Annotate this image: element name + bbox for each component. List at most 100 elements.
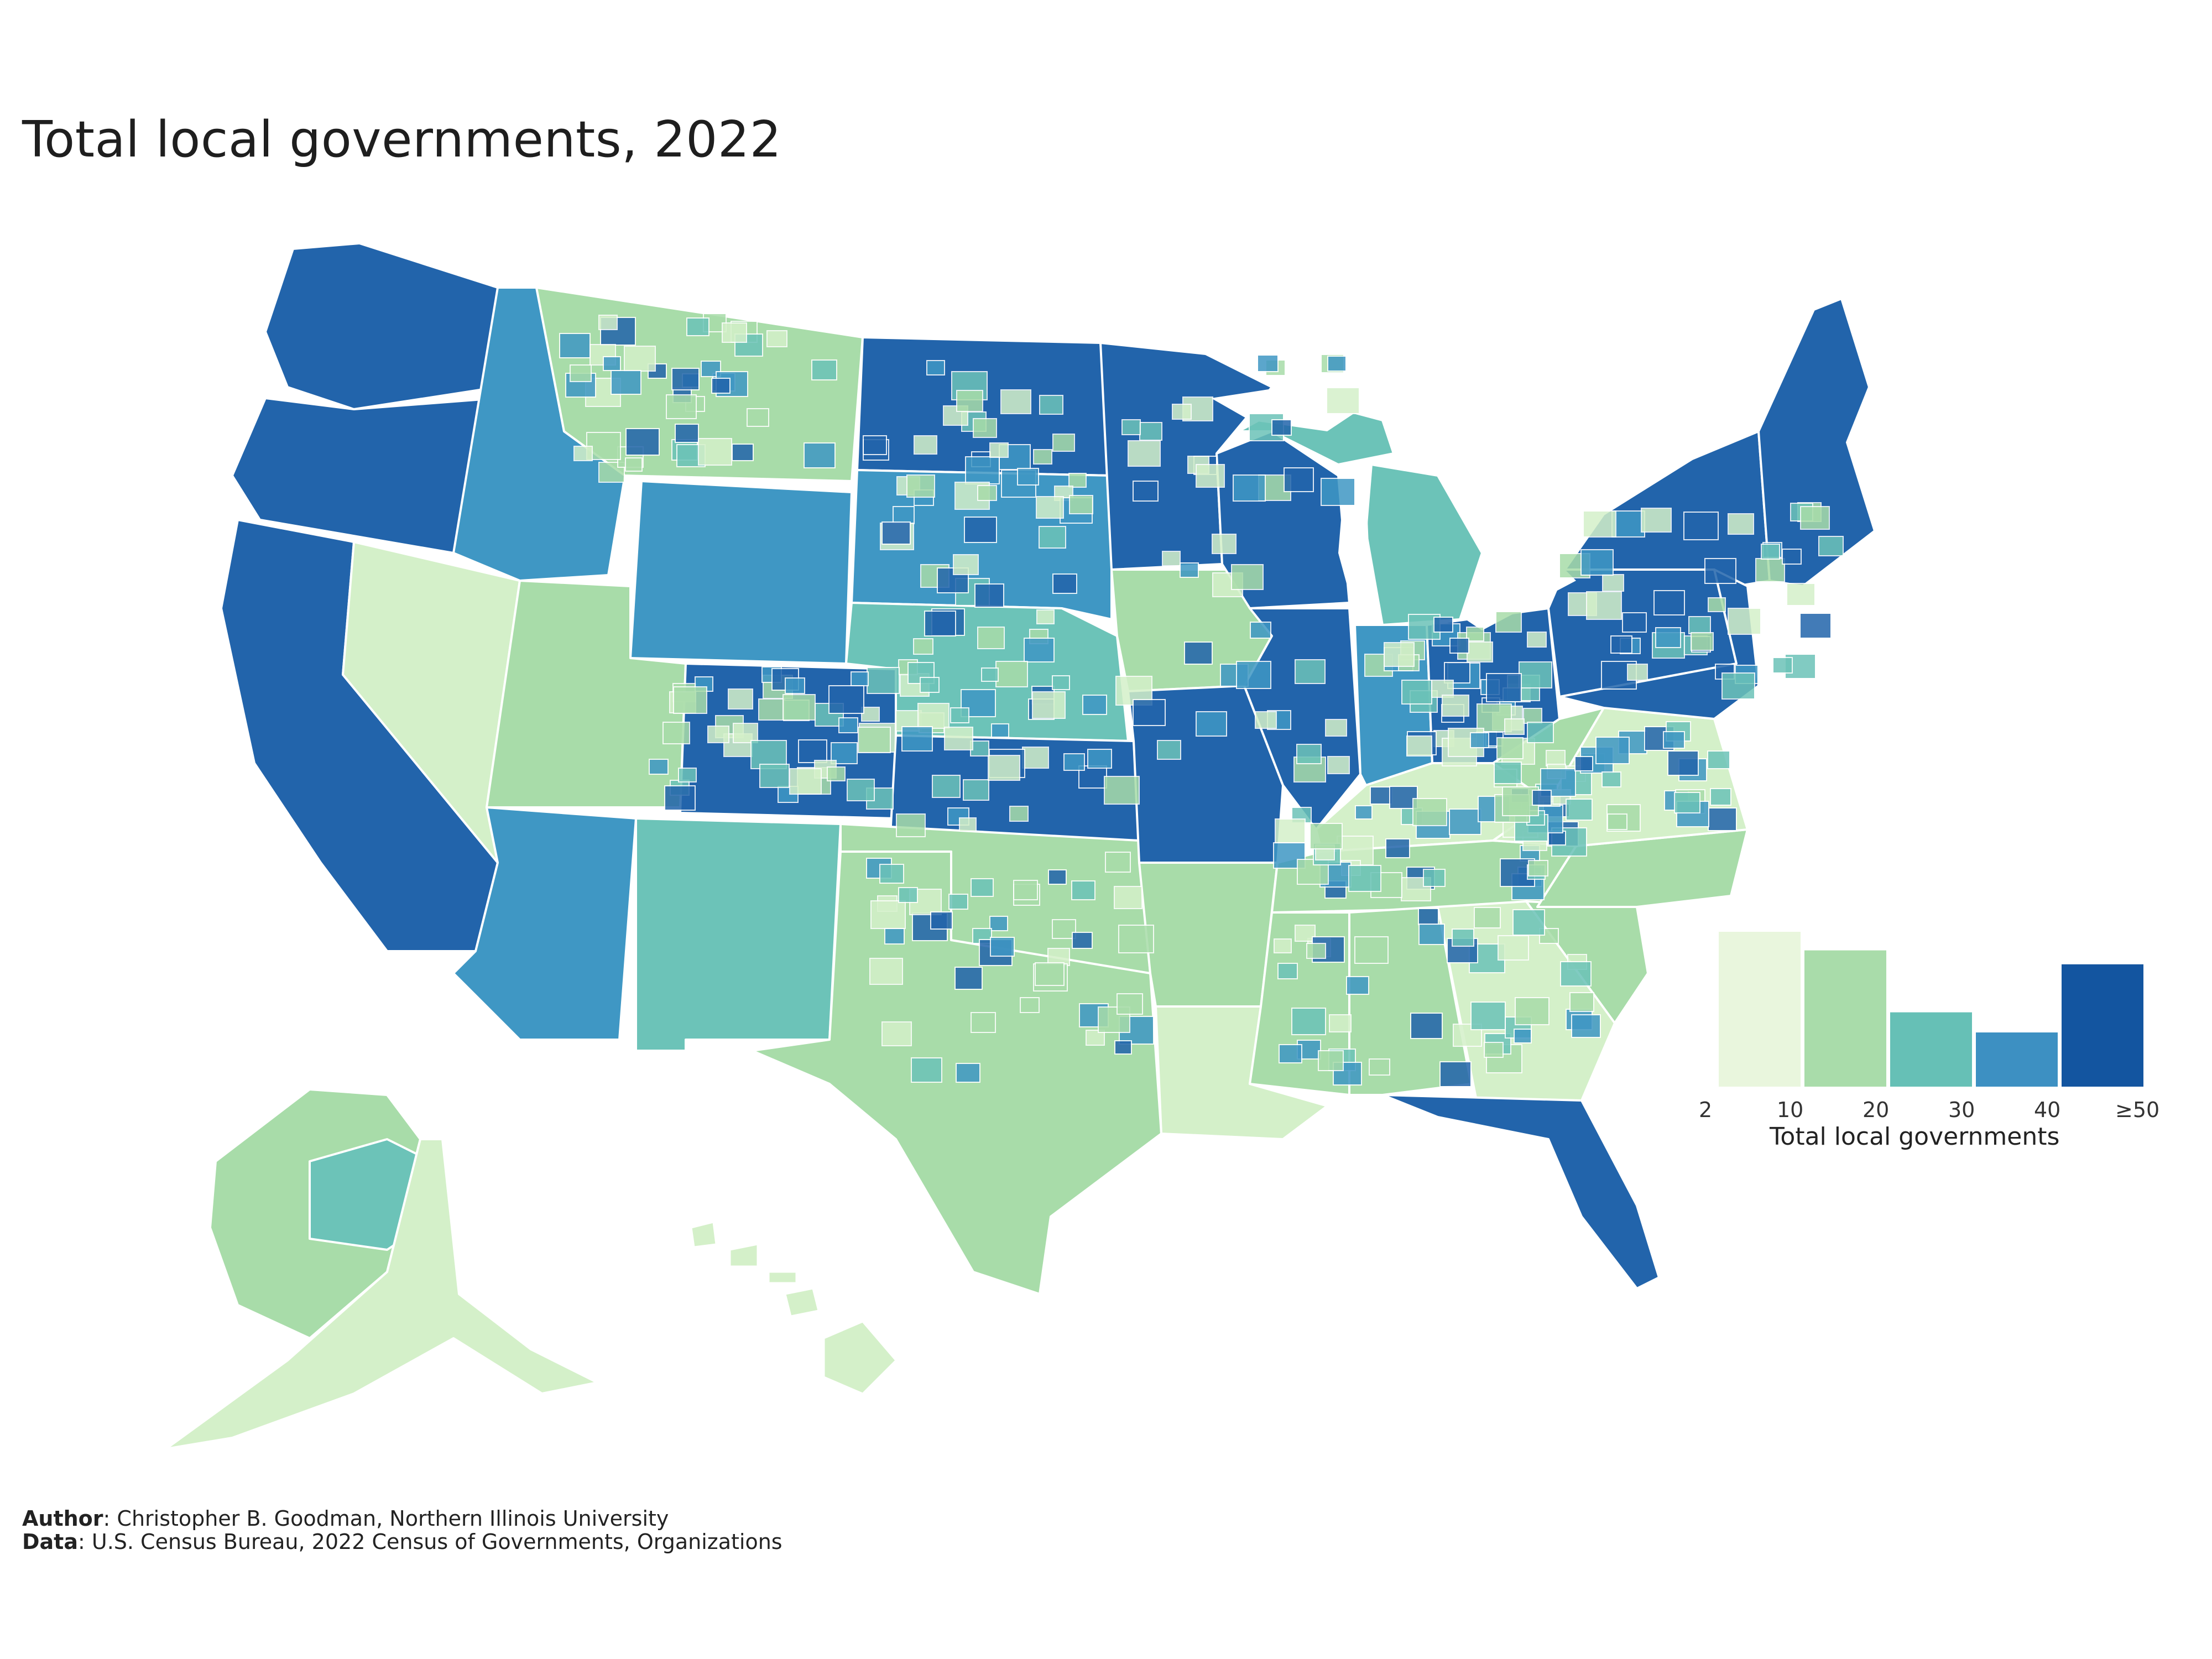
county-cell xyxy=(1139,422,1162,441)
county-cell xyxy=(896,813,926,837)
county-cell xyxy=(977,485,997,501)
county-cell xyxy=(1683,512,1719,540)
county-cell xyxy=(881,521,911,545)
contiguous-us xyxy=(220,242,1876,1295)
county-cell xyxy=(1423,869,1446,887)
county-cell xyxy=(1118,925,1154,953)
county-cell xyxy=(971,878,994,897)
alaska xyxy=(165,1088,598,1450)
county-cell xyxy=(1444,662,1470,684)
county-cell xyxy=(1275,818,1306,843)
map-title: Total local governments, 2022 xyxy=(22,111,782,169)
county-cell xyxy=(1442,695,1469,717)
region-new-england xyxy=(1757,298,1876,587)
county-cell xyxy=(1611,510,1645,538)
county-cell xyxy=(1470,1001,1506,1030)
lake-erie xyxy=(1465,570,1576,630)
county-cell xyxy=(1761,544,1780,560)
county-cell xyxy=(1385,838,1410,858)
region-arizona xyxy=(452,806,637,1041)
county-cell xyxy=(1474,907,1501,928)
county-cell xyxy=(811,359,837,380)
oahu xyxy=(729,1243,759,1267)
county-cell xyxy=(1728,513,1754,535)
legend-tick-5: ≥50 xyxy=(2115,1098,2160,1122)
county-cell xyxy=(759,764,790,788)
county-cell xyxy=(728,688,753,709)
county-cell xyxy=(1496,737,1524,759)
county-cell xyxy=(1321,478,1355,506)
county-cell xyxy=(1721,672,1755,700)
county-cell xyxy=(1782,549,1802,565)
county-cell xyxy=(1052,434,1075,452)
county-cell xyxy=(924,611,956,637)
county-cell xyxy=(1318,1050,1344,1071)
county-cell xyxy=(1586,591,1622,620)
county-cell xyxy=(1295,659,1326,684)
county-cell xyxy=(611,370,641,395)
county-cell xyxy=(1327,356,1347,372)
county-cell xyxy=(1329,1014,1352,1032)
county-cell xyxy=(664,785,696,811)
county-cell xyxy=(988,755,1020,781)
county-cell xyxy=(1157,740,1181,760)
county-cell xyxy=(944,727,973,750)
credits: Author: Christopher B. Goodman, Northern… xyxy=(22,1507,782,1553)
county-cell xyxy=(1180,562,1199,578)
county-cell xyxy=(1273,842,1306,869)
county-cell xyxy=(1486,673,1522,702)
county-cell xyxy=(1470,732,1489,748)
county-cell xyxy=(1514,1029,1532,1044)
county-cell xyxy=(1595,737,1630,764)
county-cell xyxy=(1274,938,1292,953)
county-cell xyxy=(995,661,1028,687)
county-cell xyxy=(1704,558,1736,584)
county-cell xyxy=(932,775,961,798)
data-text: : U.S. Census Bureau, 2022 Census of Gov… xyxy=(78,1530,782,1554)
county-cell xyxy=(1527,632,1547,648)
county-cell xyxy=(867,667,900,694)
county-cell xyxy=(1236,661,1271,689)
county-cell xyxy=(1410,1013,1443,1039)
county-cell xyxy=(1069,495,1093,514)
county-cell xyxy=(758,698,785,721)
county-cell xyxy=(1569,992,1594,1012)
county-cell xyxy=(1449,638,1469,654)
county-cell xyxy=(1755,558,1785,582)
county-cell xyxy=(1327,756,1350,774)
county-cell xyxy=(1439,1061,1472,1087)
legend-bin-1 xyxy=(1804,950,1886,1087)
author-text: : Christopher B. Goodman, Northern Illin… xyxy=(103,1506,669,1531)
region-alaska-east xyxy=(165,1138,598,1450)
county-cell xyxy=(766,330,787,347)
county-cell xyxy=(1036,496,1064,519)
county-cell xyxy=(1231,564,1264,590)
county-cell xyxy=(1583,510,1616,538)
county-cell xyxy=(1546,750,1566,766)
county-cell xyxy=(977,627,1005,649)
county-cell xyxy=(624,346,656,372)
county-texture xyxy=(559,313,1844,1087)
county-cell xyxy=(675,424,699,443)
county-cell xyxy=(1519,661,1552,688)
county-cell xyxy=(1128,440,1161,467)
region-new-mexico xyxy=(635,817,842,1052)
county-cell xyxy=(678,768,697,782)
region-washington xyxy=(264,242,499,410)
county-cell xyxy=(1498,935,1529,961)
county-cell xyxy=(981,667,999,682)
county-cell xyxy=(1133,481,1159,502)
county-cell xyxy=(1688,616,1711,634)
county-cell xyxy=(1707,750,1730,769)
county-cell xyxy=(1348,865,1381,892)
county-cell xyxy=(559,333,591,358)
county-cell xyxy=(1082,695,1107,715)
county-cell xyxy=(1800,506,1830,530)
county-cell xyxy=(1133,699,1166,726)
county-cell xyxy=(603,356,621,371)
county-cell xyxy=(956,390,983,412)
county-cell xyxy=(1484,1042,1504,1058)
county-cell xyxy=(1271,419,1292,436)
county-cell xyxy=(1389,786,1418,809)
legend-bin-3 xyxy=(1976,1032,2058,1087)
